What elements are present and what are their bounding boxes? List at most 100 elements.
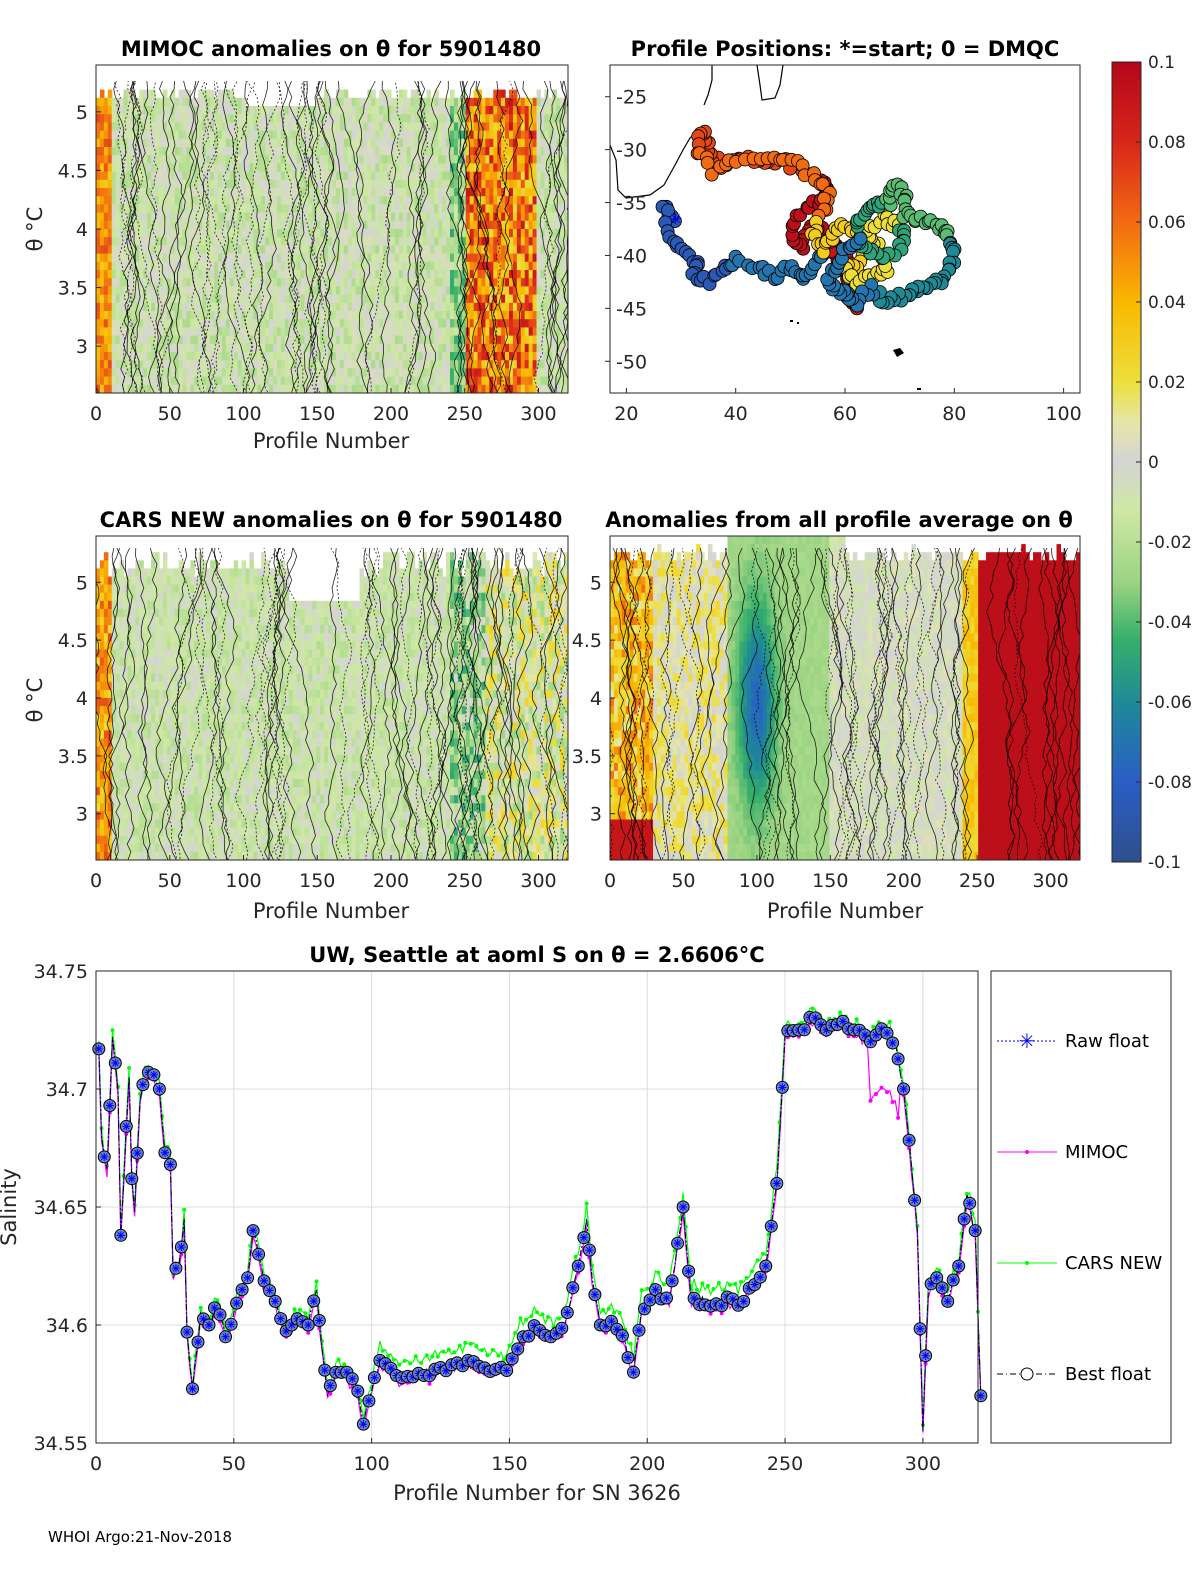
heat-cell xyxy=(343,204,349,214)
heat-cell xyxy=(379,89,384,99)
heat-cell xyxy=(450,97,455,107)
heat-cell xyxy=(284,368,290,378)
heat-cell xyxy=(493,163,498,173)
heat-cell xyxy=(394,294,400,304)
heat-cell xyxy=(151,384,156,393)
heat-cell xyxy=(288,302,294,312)
heat-cell xyxy=(225,253,231,263)
heat-cell xyxy=(194,204,199,214)
heat-cell xyxy=(383,245,388,255)
heat-cell xyxy=(111,196,117,205)
heat-cell xyxy=(414,147,420,156)
heat-cell xyxy=(375,97,380,107)
heat-cell xyxy=(332,106,337,115)
heat-cell xyxy=(509,147,514,156)
heat-cell xyxy=(367,368,372,378)
heat-cell xyxy=(237,138,243,148)
heat-cell xyxy=(143,89,148,99)
heat-cell xyxy=(182,368,188,378)
heat-cell xyxy=(300,245,306,255)
heat-cell xyxy=(465,302,471,312)
y-tick-label: -45 xyxy=(616,298,647,320)
heat-cell xyxy=(457,261,463,271)
heat-cell xyxy=(253,155,258,164)
heat-cell xyxy=(273,163,278,173)
heat-cell xyxy=(284,220,290,230)
heat-cell xyxy=(155,384,160,393)
heat-cell xyxy=(540,220,545,230)
heat-cell xyxy=(214,368,219,378)
heat-cell xyxy=(335,311,341,320)
heat-cell xyxy=(324,122,329,132)
heat-cell xyxy=(512,188,518,197)
heat-cell xyxy=(520,188,526,197)
heat-cell xyxy=(135,155,140,164)
heat-cell xyxy=(414,294,420,304)
heat-cell xyxy=(520,352,526,361)
heat-cell xyxy=(532,212,538,222)
heat-cell xyxy=(143,204,148,214)
heat-cell xyxy=(245,179,250,189)
heat-cell xyxy=(178,97,184,107)
heat-cell xyxy=(249,171,254,181)
heat-cell xyxy=(457,188,463,197)
heat-cell xyxy=(465,253,471,263)
heat-cell xyxy=(536,245,542,255)
heat-cell xyxy=(371,163,376,173)
heat-cell xyxy=(158,163,164,173)
heat-cell xyxy=(347,237,353,246)
heat-cell xyxy=(288,171,294,181)
heat-cell xyxy=(465,179,471,189)
heat-cell xyxy=(446,147,451,156)
heat-cell xyxy=(501,270,506,279)
heat-cell xyxy=(418,220,424,230)
heat-cell xyxy=(446,122,451,132)
heat-cell xyxy=(359,122,365,132)
heat-cell xyxy=(229,376,235,386)
heat-cell xyxy=(335,204,341,214)
heat-cell xyxy=(371,384,376,393)
heat-cell xyxy=(532,319,538,328)
heat-cell xyxy=(123,204,129,214)
heat-cell xyxy=(371,130,376,140)
heat-cell xyxy=(540,229,545,238)
heat-cell xyxy=(214,261,219,271)
heat-cell xyxy=(217,106,223,115)
heat-cell xyxy=(182,302,188,312)
heat-cell xyxy=(155,245,160,255)
heat-cell xyxy=(450,130,455,140)
heat-cell xyxy=(96,147,101,156)
heat-cell xyxy=(446,138,451,148)
heat-cell xyxy=(516,147,522,156)
heat-cell xyxy=(355,335,361,345)
heat-cell xyxy=(434,245,439,255)
heat-cell xyxy=(257,343,262,353)
heat-cell xyxy=(536,204,542,214)
heat-cell xyxy=(288,204,294,214)
heat-cell xyxy=(556,179,561,189)
heat-cell xyxy=(194,237,199,246)
heat-cell xyxy=(457,163,463,173)
heat-cell xyxy=(524,114,530,123)
heat-cell xyxy=(371,368,376,378)
heat-cell xyxy=(194,188,199,197)
heat-cell xyxy=(343,253,349,263)
heat-cell xyxy=(351,384,357,393)
heat-cell xyxy=(276,196,282,205)
heat-cell xyxy=(505,171,510,181)
heat-cell xyxy=(237,253,243,263)
heat-cell xyxy=(304,114,309,123)
heat-cell xyxy=(442,138,447,148)
heat-cell xyxy=(367,204,372,214)
heat-cell xyxy=(457,204,463,214)
heat-cell xyxy=(273,360,278,369)
heat-cell xyxy=(111,286,117,296)
heat-cell xyxy=(375,179,380,189)
heat-cell xyxy=(426,89,431,99)
heat-cell xyxy=(465,245,471,255)
heat-cell xyxy=(304,155,309,164)
heat-cell xyxy=(111,384,117,393)
heat-cell xyxy=(214,147,219,156)
heat-cell xyxy=(328,122,333,132)
heat-cell xyxy=(347,147,353,156)
